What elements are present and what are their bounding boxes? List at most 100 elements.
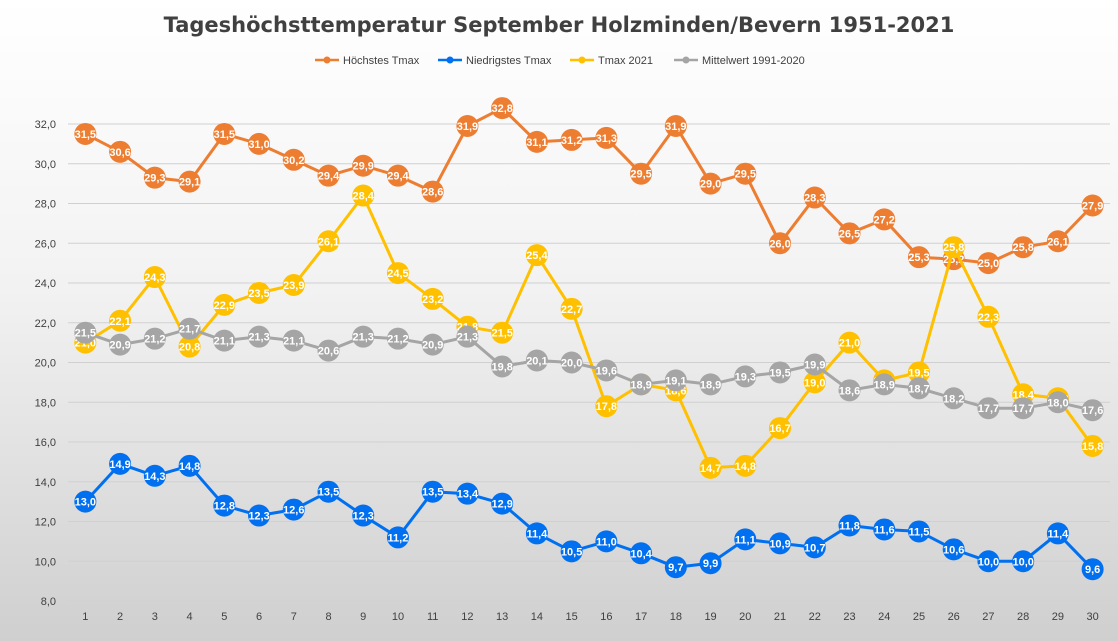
data-label: 21,2: [144, 334, 165, 346]
data-label: 31,2: [561, 135, 582, 147]
data-point: [491, 97, 514, 120]
data-point: [386, 327, 409, 350]
x-tick-label: 27: [982, 611, 994, 623]
data-point: [1012, 550, 1035, 573]
data-label: 22,9: [214, 300, 235, 312]
data-label: 10,9: [769, 538, 790, 550]
data-point: [143, 166, 166, 189]
data-point: [734, 365, 757, 388]
data-point: [630, 162, 653, 185]
data-point: [595, 530, 618, 553]
data-label: 25,3: [908, 252, 929, 264]
data-label: 23,2: [422, 294, 443, 306]
data-label: 18,7: [908, 383, 929, 395]
data-label: 19,1: [665, 375, 686, 387]
chart-legend: Höchstes Tmax Niedrigstes Tmax Tmax 2021 Mi…: [315, 55, 805, 67]
y-tick-label: 28,0: [35, 199, 56, 211]
data-point: [560, 128, 583, 151]
x-tick-label: 11: [427, 611, 438, 623]
data-label: 13,5: [318, 487, 339, 499]
series-line: [84, 462, 1094, 571]
data-label: 21,3: [353, 332, 374, 344]
data-label: 16,7: [769, 423, 790, 435]
data-point: [907, 246, 930, 269]
x-tick-label: 17: [635, 611, 647, 623]
data-point: [282, 148, 305, 171]
data-point: [769, 232, 792, 255]
x-tick-label: 15: [566, 611, 578, 623]
data-point: [1012, 236, 1035, 259]
x-tick-label: 9: [360, 611, 366, 623]
data-label: 17,7: [978, 403, 999, 415]
data-point: [942, 538, 965, 561]
x-tick-label: 3: [152, 611, 158, 623]
data-point: [525, 130, 548, 153]
legend-item-tmax-2021: Tmax 2021: [570, 55, 653, 67]
data-label: 25,0: [978, 258, 999, 270]
data-point: [317, 339, 340, 362]
data-point: [352, 504, 375, 527]
data-label: 13,4: [457, 489, 479, 501]
data-label: 9,9: [703, 558, 718, 570]
data-label: 21,7: [179, 324, 200, 336]
data-point: [664, 369, 687, 392]
x-tick-label: 10: [392, 611, 404, 623]
data-point: [942, 236, 965, 259]
data-point: [803, 371, 826, 394]
data-point: [873, 518, 896, 541]
x-tick-label: 19: [704, 611, 716, 623]
x-tick-label: 5: [221, 611, 227, 623]
data-point: [386, 262, 409, 285]
data-label: 19,0: [804, 377, 825, 389]
data-point: [386, 526, 409, 549]
data-label: 31,0: [248, 139, 269, 151]
series-niedrigstes-tmax: 13,0 14,9 14,3 14,8 12,8 12,3 12,6 13,5 12,3 11,2…: [74, 452, 1104, 581]
y-tick-label: 32,0: [35, 119, 56, 131]
data-label: 27,2: [874, 214, 895, 226]
legend-item-niedrigstes-tmax: Niedrigstes Tmax: [438, 55, 552, 67]
data-point: [1081, 399, 1104, 422]
data-point: [74, 122, 97, 145]
x-tick-label: 16: [600, 611, 612, 623]
data-label: 29,4: [387, 171, 409, 183]
data-label: 12,3: [353, 511, 374, 523]
data-label: 11,8: [839, 520, 860, 532]
y-tick-label: 24,0: [35, 278, 56, 290]
legend-item-mittelwert-1991-2020: Mittelwert 1991-2020: [674, 55, 805, 67]
data-point: [456, 325, 479, 348]
legend-item-hoechstes-tmax: Höchstes Tmax: [315, 55, 420, 67]
data-point: [803, 536, 826, 559]
data-label: 29,4: [318, 171, 340, 183]
data-point: [352, 154, 375, 177]
data-label: 18,4: [1012, 389, 1034, 401]
data-label: 13,0: [75, 497, 96, 509]
data-point: [213, 494, 236, 517]
x-tick-label: 8: [325, 611, 331, 623]
data-label: 26,1: [1047, 236, 1068, 248]
data-label: 31,9: [457, 121, 478, 133]
data-label: 22,7: [561, 304, 582, 316]
y-tick-label: 18,0: [35, 397, 56, 409]
y-axis: 8,0 10,0 12,0 14,0 16,0 18,0 20,0 22,0 24,0 26,0 2…: [35, 119, 56, 608]
data-point: [109, 333, 132, 356]
data-label: 30,6: [109, 147, 130, 159]
data-point: [491, 492, 514, 515]
data-label: 31,5: [214, 129, 235, 141]
data-label: 11,4: [1047, 528, 1069, 540]
data-label: 11,4: [526, 528, 548, 540]
data-label: 20,9: [422, 340, 443, 352]
data-label: 21,0: [839, 338, 860, 350]
x-tick-label: 6: [256, 611, 262, 623]
data-label: 19,3: [735, 371, 756, 383]
x-tick-label: 18: [670, 611, 682, 623]
data-label: 21,1: [214, 336, 235, 348]
data-point: [143, 327, 166, 350]
data-point: [977, 550, 1000, 573]
data-label: 21,5: [491, 328, 512, 340]
data-label: 19,5: [908, 367, 929, 379]
data-label: 12,8: [214, 501, 235, 513]
data-point: [699, 172, 722, 195]
legend-swatch-marker: [682, 56, 690, 64]
data-label: 18,9: [700, 379, 721, 391]
